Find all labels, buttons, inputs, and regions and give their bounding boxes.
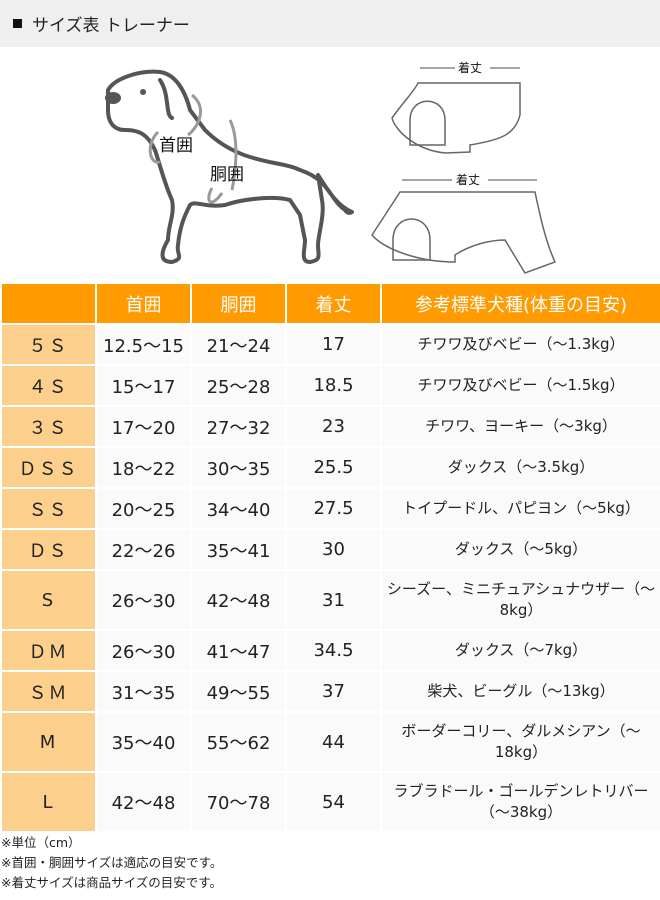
table-row: ＤＳ 22～26 35～41 30 ダックス（～5kg） (0, 528, 660, 571)
measurement-arrows-icon (148, 93, 238, 204)
breed-cell: チワワ及びベビー（～1.5kg） (380, 364, 660, 407)
table-row: ３Ｓ 17～20 27～32 23 チワワ、ヨーキー（～3kg） (0, 405, 660, 448)
table-row: ＤＭ 26～30 41～47 34.5 ダックス（～7kg） (0, 629, 660, 672)
chest-cell: 30～35 (190, 446, 287, 489)
neck-cell: 18～22 (95, 446, 192, 489)
title-bar: サイズ表 トレーナー (0, 0, 660, 47)
square-bullet-icon (13, 19, 22, 28)
length-cell: 44 (285, 711, 382, 773)
footnote: ※首囲・胴囲サイズは適応の目安です。 (1, 855, 223, 870)
chest-cell: 42～48 (190, 569, 287, 631)
chest-cell: 70～78 (190, 771, 287, 833)
size-cell: L (0, 771, 97, 833)
length-cell: 23 (285, 405, 382, 448)
header-neck: 首囲 (95, 284, 192, 325)
neck-cell: 42～48 (95, 771, 192, 833)
size-cell: ＤＳ (0, 528, 97, 571)
length-cell: 17 (285, 323, 382, 366)
header-breed: 参考標準犬種(体重の目安) (380, 284, 660, 325)
table-row: ５Ｓ 12.5～15 21～24 17 チワワ及びベビー（～1.3kg） (0, 323, 660, 366)
chest-label: 胴囲 (210, 165, 244, 185)
footnotes: ※単位（cm） ※首囲・胴囲サイズは適応の目安です。 ※着丈サイズは商品サイズの… (0, 833, 660, 893)
size-cell: ＤＭ (0, 629, 97, 672)
breed-cell: ダックス（～7kg） (380, 629, 660, 672)
chest-cell: 41～47 (190, 629, 287, 672)
table-row: ＳＭ 31～35 49～55 37 柴犬、ビーグル（～13kg） (0, 670, 660, 713)
chest-cell: 49～55 (190, 670, 287, 713)
size-cell: ＳＭ (0, 670, 97, 713)
length-cell: 30 (285, 528, 382, 571)
size-cell: ＤＳＳ (0, 446, 97, 489)
length-cell: 34.5 (285, 629, 382, 672)
chest-cell: 55～62 (190, 711, 287, 773)
table-row: L 42～48 70～78 54 ラブラドール・ゴールデンレトリバー（～38kg） (0, 771, 660, 833)
neck-cell: 15～17 (95, 364, 192, 407)
breed-cell: ダックス（～5kg） (380, 528, 660, 571)
table-row: ＤＳＳ 18～22 30～35 25.5 ダックス（～3.5kg） (0, 446, 660, 489)
neck-cell: 35～40 (95, 711, 192, 773)
chest-cell: 35～41 (190, 528, 287, 571)
neck-cell: 22～26 (95, 528, 192, 571)
chest-cell: 21～24 (190, 323, 287, 366)
dog-eye-icon (140, 89, 146, 95)
size-table: 首囲 胴囲 着丈 参考標準犬種(体重の目安) ５Ｓ 12.5～15 21～24 17 チ… (0, 284, 660, 833)
breed-cell: チワワ、ヨーキー（～3kg） (380, 405, 660, 448)
size-cell: ５Ｓ (0, 323, 97, 366)
length-cell: 18.5 (285, 364, 382, 407)
length-cell: 31 (285, 569, 382, 631)
length-label-bottom: 着丈 (456, 172, 480, 187)
dog-measurement-diagram: 首囲 胴囲 着丈 着丈 (105, 60, 557, 274)
dog-outline-icon (106, 69, 354, 264)
neck-cell: 20～25 (95, 487, 192, 530)
breed-cell: ボーダーコリー、ダルメシアン（～18kg） (380, 711, 660, 773)
chest-cell: 25～28 (190, 364, 287, 407)
chest-cell: 34～40 (190, 487, 287, 530)
header-chest: 胴囲 (190, 284, 287, 325)
table-header-row: 首囲 胴囲 着丈 参考標準犬種(体重の目安) (0, 284, 660, 325)
neck-cell: 26～30 (95, 569, 192, 631)
table-row: S 26～30 42～48 31 シーズー、ミニチュアシュナウザー（～8kg） (0, 569, 660, 631)
neck-cell: 31～35 (95, 670, 192, 713)
breed-cell: トイプードル、パピヨン（～5kg） (380, 487, 660, 530)
size-cell: ４Ｓ (0, 364, 97, 407)
length-label-top: 着丈 (458, 60, 482, 75)
header-length: 着丈 (285, 284, 382, 325)
neck-cell: 17～20 (95, 405, 192, 448)
table-row: ＳＳ 20～25 34～40 27.5 トイプードル、パピヨン（～5kg） (0, 487, 660, 530)
dog-nose-icon (105, 92, 121, 104)
header-size (0, 284, 97, 325)
length-cell: 37 (285, 670, 382, 713)
neck-cell: 12.5～15 (95, 323, 192, 366)
breed-cell: シーズー、ミニチュアシュナウザー（～8kg） (380, 569, 660, 631)
table-row: M 35～40 55～62 44 ボーダーコリー、ダルメシアン（～18kg） (0, 711, 660, 773)
size-cell: M (0, 711, 97, 773)
footnote: ※着丈サイズは商品サイズの目安です。 (1, 875, 222, 890)
length-cell: 25.5 (285, 446, 382, 489)
breed-cell: 柴犬、ビーグル（～13kg） (380, 670, 660, 713)
size-cell: S (0, 569, 97, 631)
neck-cell: 26～30 (95, 629, 192, 672)
size-cell: ３Ｓ (0, 405, 97, 448)
size-cell: ＳＳ (0, 487, 97, 530)
neck-label: 首囲 (159, 136, 193, 156)
trainer-top-icon (391, 82, 521, 154)
breed-cell: ラブラドール・ゴールデンレトリバー（～38kg） (380, 771, 660, 833)
length-cell: 54 (285, 771, 382, 833)
length-cell: 27.5 (285, 487, 382, 530)
chest-cell: 27～32 (190, 405, 287, 448)
size-illustration: 首囲 胴囲 着丈 着丈 (0, 47, 660, 284)
breed-cell: ダックス（～3.5kg） (380, 446, 660, 489)
trainer-bottom-icon (371, 191, 557, 274)
footnote: ※単位（cm） (1, 835, 81, 850)
table-row: ４Ｓ 15～17 25～28 18.5 チワワ及びベビー（～1.5kg） (0, 364, 660, 407)
breed-cell: チワワ及びベビー（～1.3kg） (380, 323, 660, 366)
page-title: サイズ表 トレーナー (32, 16, 190, 36)
